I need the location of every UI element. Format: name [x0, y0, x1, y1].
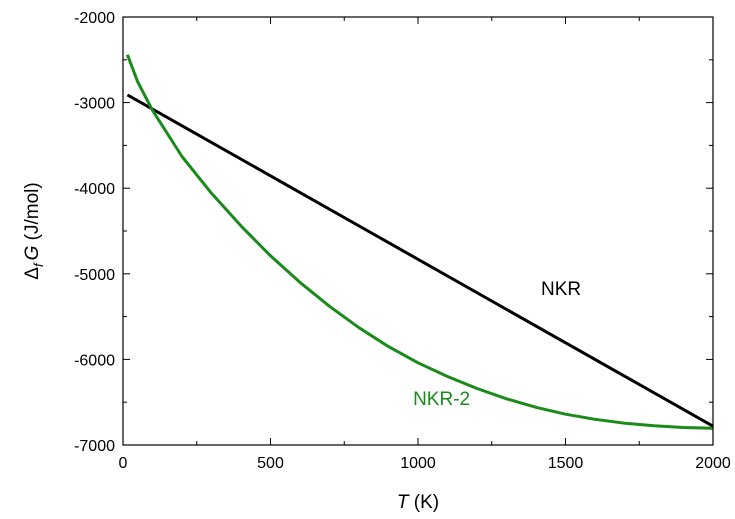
series-label-nkr-2: NKR-2 — [413, 389, 470, 410]
x-axis-variable: T — [397, 492, 410, 513]
y-axis-delta: Δ — [22, 267, 43, 280]
series-line-nkr — [126, 93, 714, 428]
series-label-nkr: NKR — [541, 279, 581, 300]
x-tick-label: 1500 — [548, 455, 584, 472]
y-axis-label: ΔfG (J/mol) — [22, 182, 46, 279]
x-tick-label: 500 — [257, 455, 284, 472]
y-axis-subscript: f — [31, 262, 46, 267]
x-tick-label: 2000 — [695, 455, 731, 472]
y-tick-label: -6000 — [74, 352, 115, 369]
y-tick-label: -3000 — [74, 96, 115, 113]
y-tick-label: -5000 — [74, 267, 115, 284]
y-tick-label: -2000 — [74, 10, 115, 27]
x-axis-label: T (K) — [397, 492, 439, 513]
y-axis-unit: (J/mol) — [22, 182, 43, 245]
plot-frame — [122, 16, 714, 446]
ticks — [122, 16, 714, 446]
x-tick-label: 0 — [119, 455, 128, 472]
tick-labels: 0 500 1000 1500 2000 -7000 -6000 -5000 -4000 -300… — [74, 10, 731, 472]
y-axis-variable: G — [22, 246, 43, 261]
series-annotations: NKR NKR-2 — [413, 279, 581, 410]
y-tick-label: -4000 — [74, 181, 115, 198]
series-line-nkr-2 — [125, 54, 714, 430]
series-lines — [125, 54, 714, 430]
x-tick-label: 1000 — [400, 455, 436, 472]
x-axis-unit: (K) — [409, 492, 440, 513]
y-tick-label: -7000 — [74, 438, 115, 455]
